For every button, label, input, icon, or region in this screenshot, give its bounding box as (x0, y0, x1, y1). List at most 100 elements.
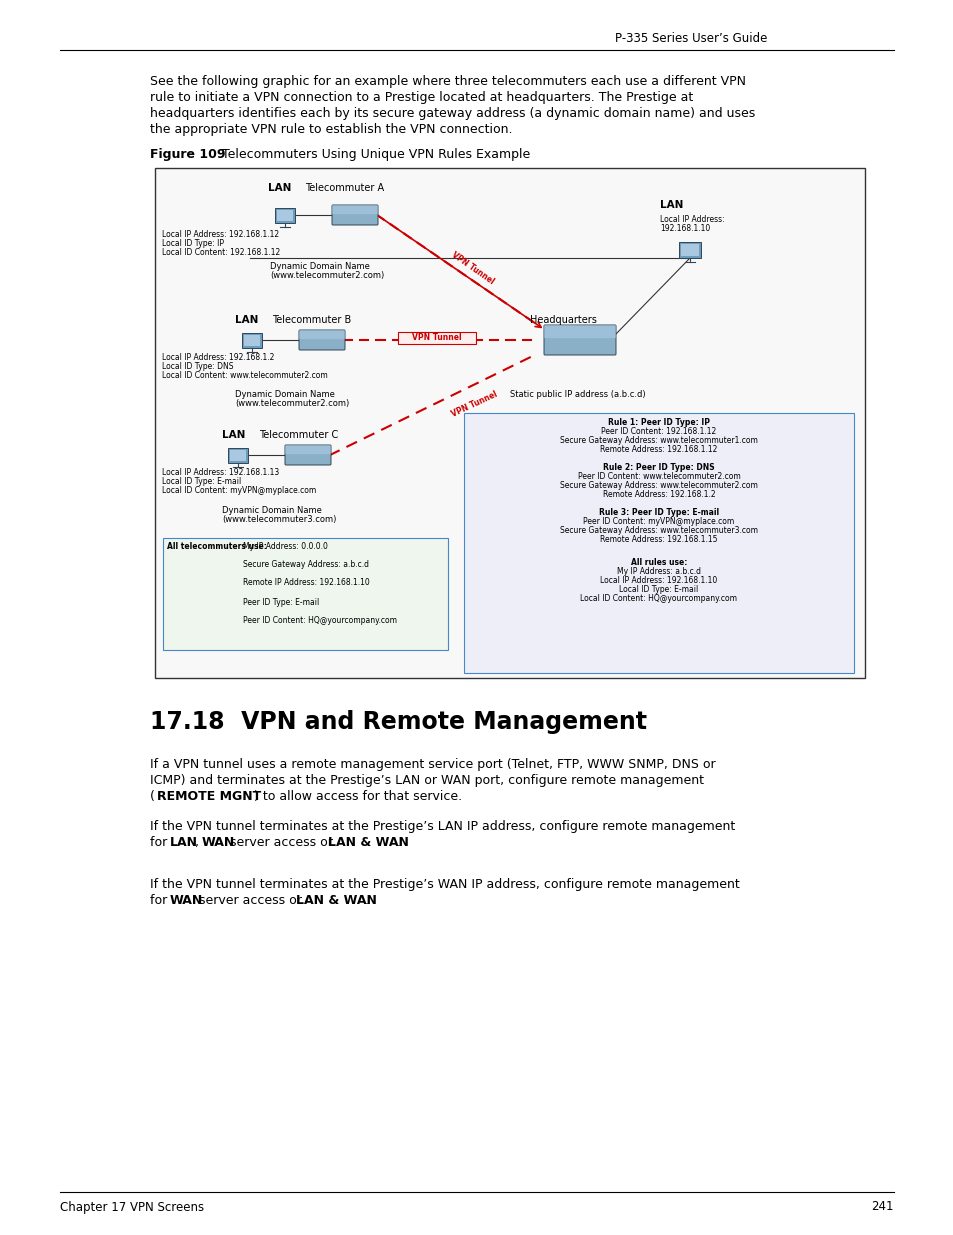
FancyBboxPatch shape (285, 445, 331, 466)
Text: Local ID Content: 192.168.1.12: Local ID Content: 192.168.1.12 (162, 248, 280, 257)
Text: Rule 3: Peer ID Type: E-mail: Rule 3: Peer ID Type: E-mail (598, 508, 719, 517)
Text: See the following graphic for an example where three telecommuters each use a di: See the following graphic for an example… (150, 75, 745, 88)
Text: LAN: LAN (659, 200, 682, 210)
Text: Local IP Address:: Local IP Address: (659, 215, 724, 224)
Text: LAN: LAN (268, 183, 291, 193)
Text: 192.168.1.10: 192.168.1.10 (659, 224, 709, 233)
Text: VPN Tunnel: VPN Tunnel (412, 333, 461, 342)
Text: .: . (365, 894, 369, 906)
Text: for: for (150, 836, 172, 848)
FancyBboxPatch shape (285, 445, 331, 454)
Text: Peer ID Content: 192.168.1.12: Peer ID Content: 192.168.1.12 (600, 427, 716, 436)
Text: If the VPN tunnel terminates at the Prestige’s WAN IP address, configure remote : If the VPN tunnel terminates at the Pres… (150, 878, 739, 890)
Text: Rule 2: Peer ID Type: DNS: Rule 2: Peer ID Type: DNS (602, 463, 714, 472)
Text: Local ID Type: E-mail: Local ID Type: E-mail (618, 585, 698, 594)
Text: (: ( (150, 790, 154, 803)
Bar (228, 447, 248, 462)
Text: Local ID Type: IP: Local ID Type: IP (162, 240, 224, 248)
Text: 241: 241 (871, 1200, 893, 1214)
Text: REMOTE MGNT: REMOTE MGNT (157, 790, 261, 803)
Text: headquarters identifies each by its secure gateway address (a dynamic domain nam: headquarters identifies each by its secu… (150, 107, 755, 120)
Text: server access or: server access or (194, 894, 306, 906)
Text: Remote IP Address: 192.168.1.10: Remote IP Address: 192.168.1.10 (243, 578, 370, 587)
Bar (276, 210, 293, 221)
Bar (274, 207, 294, 222)
Text: Local ID Content: myVPN@myplace.com: Local ID Content: myVPN@myplace.com (162, 487, 315, 495)
Text: WAN: WAN (202, 836, 235, 848)
Bar (163, 538, 448, 650)
Text: (www.telecommuter3.com): (www.telecommuter3.com) (222, 515, 336, 524)
Text: Local ID Type: DNS: Local ID Type: DNS (162, 362, 233, 370)
Text: for: for (150, 894, 172, 906)
Text: Local IP Address: 192.168.1.12: Local IP Address: 192.168.1.12 (162, 230, 279, 240)
Text: VPN Tunnel: VPN Tunnel (450, 249, 496, 285)
Text: Peer ID Content: www.telecommuter2.com: Peer ID Content: www.telecommuter2.com (577, 472, 740, 480)
Text: Telecommuters Using Unique VPN Rules Example: Telecommuters Using Unique VPN Rules Exa… (210, 148, 530, 161)
Text: Chapter 17 VPN Screens: Chapter 17 VPN Screens (60, 1200, 204, 1214)
Bar (230, 450, 246, 461)
Text: Telecommuter B: Telecommuter B (272, 315, 351, 325)
Bar (397, 332, 476, 345)
Text: If the VPN tunnel terminates at the Prestige’s LAN IP address, configure remote : If the VPN tunnel terminates at the Pres… (150, 820, 735, 832)
Text: Local ID Type: E-mail: Local ID Type: E-mail (162, 477, 241, 487)
Text: VPN Tunnel: VPN Tunnel (450, 390, 498, 419)
FancyBboxPatch shape (332, 205, 377, 225)
Text: Local ID Content: HQ@yourcompany.com: Local ID Content: HQ@yourcompany.com (579, 594, 737, 603)
FancyBboxPatch shape (543, 325, 616, 338)
Text: Rule 1: Peer ID Type: IP: Rule 1: Peer ID Type: IP (607, 417, 709, 427)
Text: My IP Address: 0.0.0.0: My IP Address: 0.0.0.0 (243, 542, 328, 551)
Text: LAN: LAN (222, 430, 245, 440)
Text: Local ID Content: www.telecommuter2.com: Local ID Content: www.telecommuter2.com (162, 370, 328, 380)
Text: ) to allow access for that service.: ) to allow access for that service. (253, 790, 461, 803)
Text: Remote Address: 192.168.1.12: Remote Address: 192.168.1.12 (599, 445, 717, 454)
Text: Peer ID Content: myVPN@myplace.com: Peer ID Content: myVPN@myplace.com (583, 517, 734, 526)
Text: Local IP Address: 192.168.1.13: Local IP Address: 192.168.1.13 (162, 468, 279, 477)
Text: Local IP Address: 192.168.1.10: Local IP Address: 192.168.1.10 (599, 576, 717, 585)
Text: Peer ID Type: E-mail: Peer ID Type: E-mail (243, 598, 319, 606)
Text: Telecommuter A: Telecommuter A (305, 183, 384, 193)
Text: Static public IP address (a.b.c.d): Static public IP address (a.b.c.d) (510, 390, 645, 399)
Text: ,: , (194, 836, 203, 848)
Text: WAN: WAN (170, 894, 203, 906)
Text: Secure Gateway Address: www.telecommuter1.com: Secure Gateway Address: www.telecommuter… (559, 436, 757, 445)
Text: 17.18  VPN and Remote Management: 17.18 VPN and Remote Management (150, 710, 646, 734)
Text: My IP Address: a.b.c.d: My IP Address: a.b.c.d (617, 567, 700, 576)
Text: Dynamic Domain Name: Dynamic Domain Name (270, 262, 370, 270)
Bar (680, 245, 699, 256)
Text: All telecommuters use:: All telecommuters use: (167, 542, 267, 551)
Bar (463, 412, 853, 673)
Text: Headquarters: Headquarters (530, 315, 597, 325)
Bar (679, 242, 700, 258)
Text: Dynamic Domain Name: Dynamic Domain Name (234, 390, 335, 399)
Text: Secure Gateway Address: www.telecommuter3.com: Secure Gateway Address: www.telecommuter… (559, 526, 758, 535)
Text: (www.telecommuter2.com): (www.telecommuter2.com) (270, 270, 384, 280)
Text: LAN & WAN: LAN & WAN (328, 836, 409, 848)
FancyBboxPatch shape (332, 205, 377, 214)
Text: rule to initiate a VPN connection to a Prestige located at headquarters. The Pre: rule to initiate a VPN connection to a P… (150, 91, 693, 104)
Text: Peer ID Content: HQ@yourcompany.com: Peer ID Content: HQ@yourcompany.com (243, 616, 396, 625)
Text: Remote Address: 192.168.1.15: Remote Address: 192.168.1.15 (599, 535, 717, 543)
FancyBboxPatch shape (298, 330, 345, 350)
Text: ICMP) and terminates at the Prestige’s LAN or WAN port, configure remote managem: ICMP) and terminates at the Prestige’s L… (150, 774, 703, 787)
Text: server access or: server access or (226, 836, 336, 848)
Bar (244, 335, 260, 346)
Text: If a VPN tunnel uses a remote management service port (Telnet, FTP, WWW SNMP, DN: If a VPN tunnel uses a remote management… (150, 758, 715, 771)
Text: the appropriate VPN rule to establish the VPN connection.: the appropriate VPN rule to establish th… (150, 124, 512, 136)
Text: Dynamic Domain Name: Dynamic Domain Name (222, 506, 321, 515)
Text: (www.telecommuter2.com): (www.telecommuter2.com) (234, 399, 349, 408)
Text: LAN: LAN (170, 836, 198, 848)
Text: All rules use:: All rules use: (630, 558, 686, 567)
Bar (154, 168, 864, 678)
Text: LAN & WAN: LAN & WAN (295, 894, 376, 906)
Text: Telecommuter C: Telecommuter C (258, 430, 338, 440)
Text: P-335 Series User’s Guide: P-335 Series User’s Guide (615, 32, 766, 44)
FancyBboxPatch shape (543, 325, 616, 354)
Text: Local IP Address: 192.168.1.2: Local IP Address: 192.168.1.2 (162, 353, 274, 362)
Text: .: . (396, 836, 400, 848)
Text: Secure Gateway Address: www.telecommuter2.com: Secure Gateway Address: www.telecommuter… (559, 480, 757, 490)
Text: Remote Address: 192.168.1.2: Remote Address: 192.168.1.2 (602, 490, 715, 499)
FancyBboxPatch shape (298, 330, 345, 340)
Text: Figure 109: Figure 109 (150, 148, 225, 161)
Text: Secure Gateway Address: a.b.c.d: Secure Gateway Address: a.b.c.d (243, 559, 369, 569)
Text: LAN: LAN (234, 315, 258, 325)
